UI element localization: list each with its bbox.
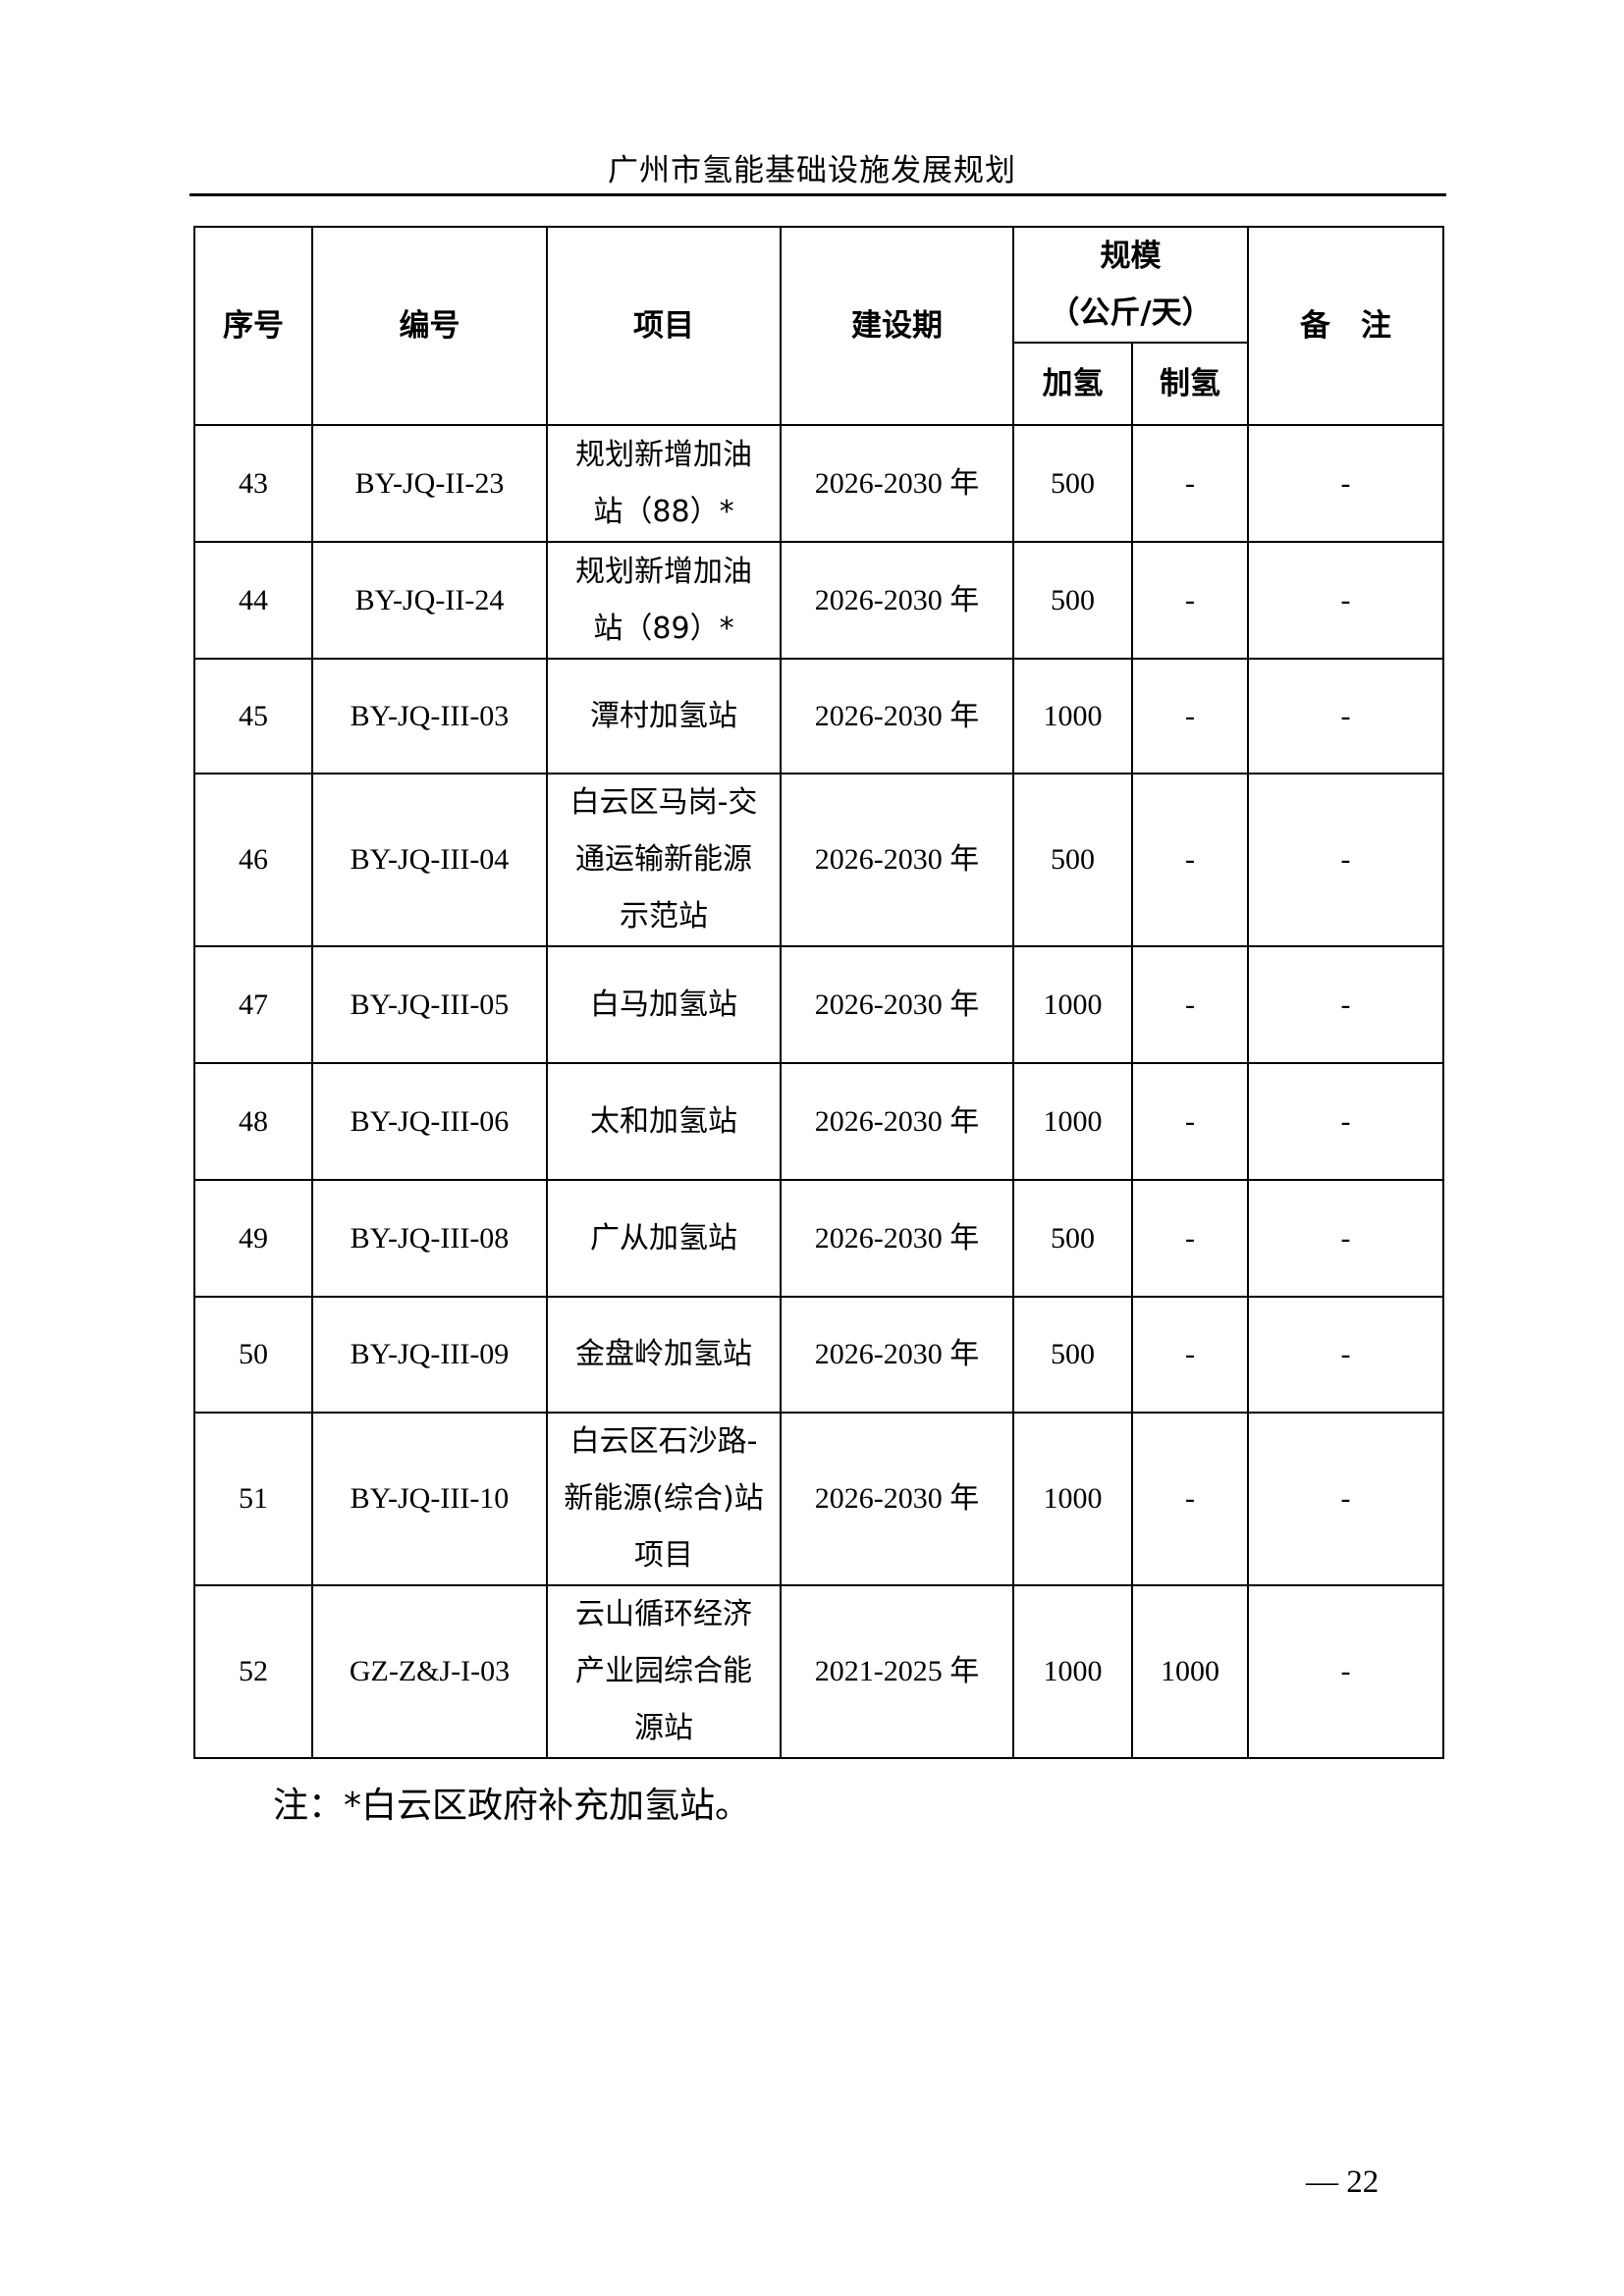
cell-project: 广从加氢站 [546, 1179, 782, 1298]
cell-project: 规划新增加油站（89）* [546, 541, 782, 660]
cell-index: 49 [193, 1179, 313, 1298]
header-scale: 规模 （公斤/天） [1011, 226, 1250, 344]
header-produce: 制氢 [1130, 342, 1250, 426]
cell-code: BY-JQ-III-10 [311, 1412, 548, 1586]
cell-remark: - [1247, 773, 1445, 947]
cell-project: 云山循环经济产业园综合能源站 [546, 1584, 782, 1759]
cell-refuel: 500 [1012, 1296, 1133, 1414]
cell-period: 2026-2030 年 [780, 541, 1014, 660]
cell-remark: - [1247, 1062, 1445, 1181]
cell-index: 45 [193, 658, 313, 774]
header-refuel: 加氢 [1012, 342, 1133, 426]
table-row: 46 BY-JQ-III-04 白云区马岗-交通运输新能源示范站 2026-2030 … [193, 773, 1445, 947]
header-project: 项目 [546, 226, 782, 426]
header-rule [189, 193, 1446, 196]
header-scale-label: 规模 [1100, 239, 1162, 274]
cell-index: 46 [193, 773, 313, 947]
cell-period: 2026-2030 年 [780, 424, 1014, 543]
cell-code: BY-JQ-II-23 [311, 424, 548, 543]
cell-produce: 1000 [1130, 1584, 1250, 1759]
table-row: 50 BY-JQ-III-09 金盘岭加氢站 2026-2030 年 500- - [193, 1296, 1445, 1414]
cell-remark: - [1247, 1179, 1445, 1298]
table-row: 47 BY-JQ-III-05 白马加氢站 2026-2030 年 1000- - [193, 945, 1445, 1064]
header-index: 序号 [193, 226, 313, 426]
cell-refuel: 500 [1012, 424, 1133, 543]
cell-period: 2026-2030 年 [780, 1062, 1014, 1181]
cell-code: BY-JQ-III-06 [311, 1062, 548, 1181]
cell-code: GZ-Z&J-I-03 [311, 1584, 548, 1759]
cell-project: 潭村加氢站 [546, 658, 782, 774]
cell-period: 2026-2030 年 [780, 1179, 1014, 1298]
cell-refuel: 500 [1012, 773, 1133, 947]
cell-refuel: 1000 [1012, 1062, 1133, 1181]
cell-remark: - [1247, 945, 1445, 1064]
header-scale-unit: （公斤/天） [1049, 295, 1213, 331]
cell-produce: - [1130, 773, 1250, 947]
running-title: 广州市氢能基础设施发展规划 [608, 153, 1016, 187]
cell-index: 44 [193, 541, 313, 660]
cell-code: BY-JQ-III-05 [311, 945, 548, 1064]
cell-produce: - [1130, 1412, 1250, 1586]
cell-index: 48 [193, 1062, 313, 1181]
cell-remark: - [1247, 658, 1445, 774]
cell-remark: - [1247, 1296, 1445, 1414]
header-remark: 备 注 [1247, 226, 1445, 426]
cell-code: BY-JQ-II-24 [311, 541, 548, 660]
cell-remark: - [1247, 1584, 1445, 1759]
hydrogen-station-table: 序号 编号 项目 建设期 规模 （公斤/天） 备 注 加氢 制氢 43 BY-JQ… [193, 226, 1445, 1759]
table-row: 43 BY-JQ-II-23 规划新增加油站（88）* 2026-2030 年 500-… [193, 424, 1445, 543]
cell-remark: - [1247, 424, 1445, 543]
cell-period: 2021-2025 年 [780, 1584, 1014, 1759]
table-note: 注：*白云区政府补充加氢站。 [273, 1786, 751, 1826]
table-row: 45 BY-JQ-III-03 潭村加氢站 2026-2030 年 1000- - [193, 658, 1445, 774]
cell-code: BY-JQ-III-03 [311, 658, 548, 774]
cell-code: BY-JQ-III-04 [311, 773, 548, 947]
cell-period: 2026-2030 年 [780, 1296, 1014, 1414]
cell-refuel: 500 [1012, 541, 1133, 660]
cell-index: 50 [193, 1296, 313, 1414]
cell-remark: - [1247, 1412, 1445, 1586]
cell-index: 43 [193, 424, 313, 543]
table-row: 51 BY-JQ-III-10 白云区石沙路-新能源(综合)站项目 2026-2030… [193, 1412, 1445, 1586]
cell-code: BY-JQ-III-08 [311, 1179, 548, 1298]
cell-index: 47 [193, 945, 313, 1064]
cell-produce: - [1130, 541, 1250, 660]
cell-produce: - [1130, 1062, 1250, 1181]
cell-refuel: 1000 [1012, 1412, 1133, 1586]
table-row: 44 BY-JQ-II-24 规划新增加油站（89）* 2026-2030 年 500-… [193, 541, 1445, 660]
cell-project: 白云区马岗-交通运输新能源示范站 [546, 773, 782, 947]
header-period: 建设期 [780, 226, 1014, 426]
cell-project: 白马加氢站 [546, 945, 782, 1064]
cell-project: 规划新增加油站（88）* [546, 424, 782, 543]
cell-project: 金盘岭加氢站 [546, 1296, 782, 1414]
header-code: 编号 [311, 226, 548, 426]
cell-produce: - [1130, 658, 1250, 774]
cell-period: 2026-2030 年 [780, 1412, 1014, 1586]
cell-refuel: 500 [1012, 1179, 1133, 1298]
page-number: — 22 [1306, 2164, 1380, 2200]
cell-remark: - [1247, 541, 1445, 660]
cell-refuel: 1000 [1012, 658, 1133, 774]
table-row: 48 BY-JQ-III-06 太和加氢站 2026-2030 年 1000- - [193, 1062, 1445, 1181]
cell-refuel: 1000 [1012, 1584, 1133, 1759]
cell-period: 2026-2030 年 [780, 658, 1014, 774]
cell-project: 太和加氢站 [546, 1062, 782, 1181]
cell-produce: - [1130, 945, 1250, 1064]
cell-period: 2026-2030 年 [780, 945, 1014, 1064]
cell-index: 52 [193, 1584, 313, 1759]
table-row: 49 BY-JQ-III-08 广从加氢站 2026-2030 年 500- - [193, 1179, 1445, 1298]
cell-index: 51 [193, 1412, 313, 1586]
cell-produce: - [1130, 1179, 1250, 1298]
cell-refuel: 1000 [1012, 945, 1133, 1064]
cell-period: 2026-2030 年 [780, 773, 1014, 947]
cell-project: 白云区石沙路-新能源(综合)站项目 [546, 1412, 782, 1586]
table-row: 52 GZ-Z&J-I-03 云山循环经济产业园综合能源站 2021-2025 年 10… [193, 1584, 1445, 1759]
cell-produce: - [1130, 1296, 1250, 1414]
cell-code: BY-JQ-III-09 [311, 1296, 548, 1414]
cell-produce: - [1130, 424, 1250, 543]
